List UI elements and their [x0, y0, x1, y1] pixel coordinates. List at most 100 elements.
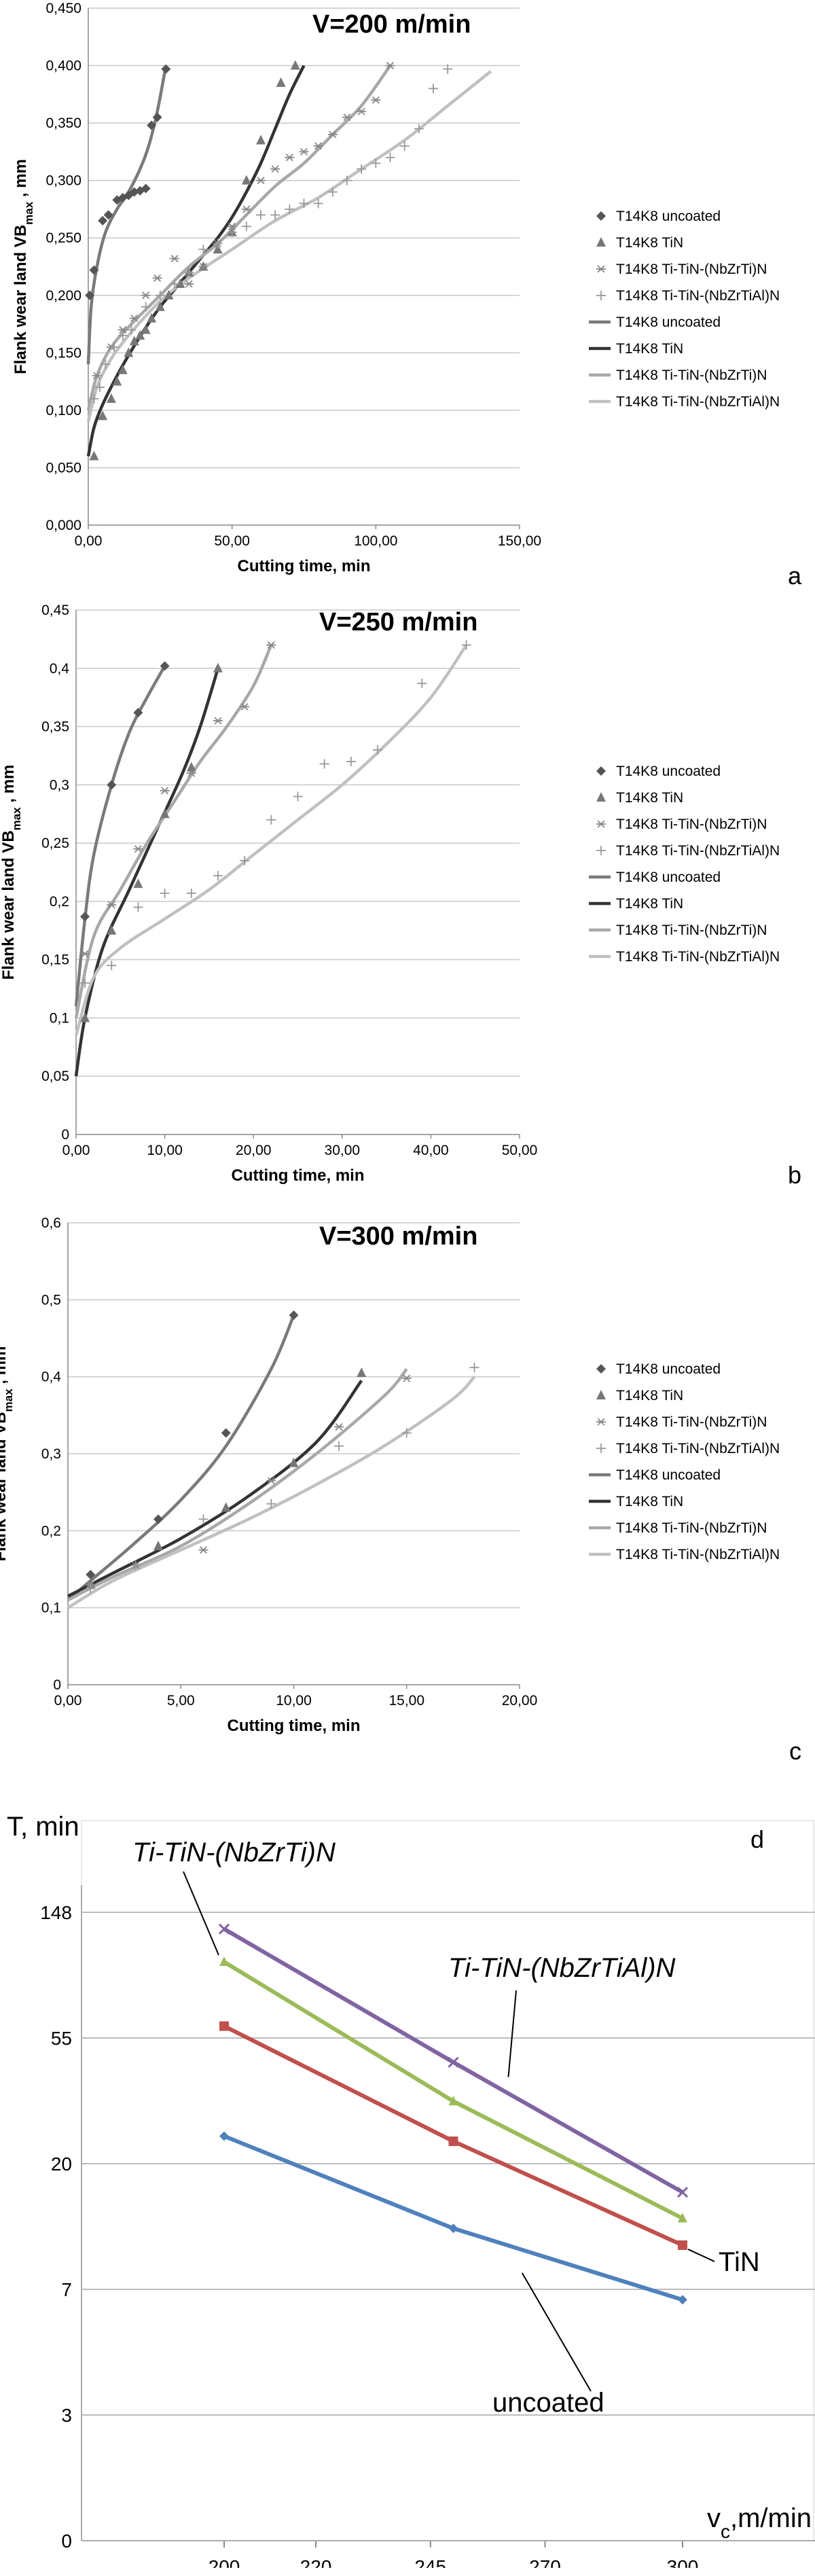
data-point-series-2 — [241, 175, 251, 185]
y-tick-label: 0,25 — [41, 836, 69, 851]
data-point-series-4 — [86, 1584, 96, 1594]
legend-marker — [596, 820, 606, 828]
legend-label: T14K8 uncoated — [616, 315, 721, 330]
data-point-series-4 — [357, 164, 367, 174]
data-point-series-4 — [334, 1441, 344, 1451]
data-point-series-3-stroke — [329, 130, 337, 139]
plot-frame — [81, 1820, 814, 2541]
x-tick-label: 220 — [300, 2556, 332, 2568]
data-point-series-3-stroke — [240, 702, 249, 711]
x-tick-label: 150,00 — [498, 533, 541, 549]
data-point-series-3 — [227, 222, 237, 230]
y-tick-label: 0,300 — [46, 173, 82, 189]
y-tick-label: 0,1 — [50, 1010, 69, 1026]
y-tick-label: 0,3 — [50, 777, 69, 793]
data-point-series-3 — [80, 950, 90, 958]
data-point-series-3 — [198, 1546, 209, 1554]
data-point-series-3 — [371, 96, 381, 104]
y-tick-label: 0,000 — [46, 518, 82, 533]
data-point-series-2 — [129, 336, 139, 346]
legend-label: T14K8 TiN — [616, 1388, 683, 1403]
x-tick-label: 0,00 — [54, 1693, 82, 1709]
panel-label: a — [788, 562, 802, 590]
data-point-series-1 — [89, 265, 99, 275]
data-point-series-3 — [184, 280, 194, 288]
data-point-series-4 — [461, 640, 471, 650]
legend-label: T14K8 TiN — [616, 341, 683, 357]
data-point-series-2 — [186, 762, 196, 772]
data-point-series-4 — [141, 302, 151, 312]
data-point-series-3 — [256, 177, 266, 185]
chart-title: V=300 m/min — [319, 1222, 477, 1251]
data-point-series-3 — [117, 325, 128, 334]
data-point-series-4 — [256, 210, 266, 220]
data-point-series-3-stroke — [343, 113, 351, 122]
x-tick-label: 0,00 — [62, 1143, 90, 1158]
legend-label: T14K8 Ti-TiN-(NbZrTi)N — [616, 262, 767, 277]
data-point-series-3 — [160, 787, 170, 795]
data-point-series-2 — [106, 393, 116, 403]
data-point-series-4 — [346, 757, 356, 767]
data-point-series-3-stroke — [335, 1423, 343, 1431]
legend-label: T14K8 Ti-TiN-(NbZrTiAl)N — [616, 843, 780, 859]
data-point-series-3 — [385, 62, 395, 70]
panel-label: b — [788, 1161, 801, 1189]
data-point-series-3 — [448, 2096, 458, 2106]
data-point-series-3-stroke — [300, 147, 308, 156]
legend-label: T14K8 Ti-TiN-(NbZrTi)N — [616, 1414, 767, 1430]
y-tick-label: 0,450 — [46, 1, 82, 16]
data-point-series-1 — [133, 707, 143, 717]
data-point-series-2 — [117, 364, 128, 374]
annotation-label: TiN — [719, 2247, 760, 2277]
data-point-series-3-stroke — [372, 96, 380, 104]
data-point-series-4 — [313, 198, 323, 209]
data-point-series-3 — [198, 262, 209, 271]
chart-panel-d: 0 3 7 20 55 148 200 220 245 270 300 T, min vc,m/min T… — [7, 1812, 815, 2568]
data-point-series-4 — [94, 382, 105, 393]
data-point-series-3 — [152, 274, 162, 282]
data-point-series-3 — [678, 2213, 687, 2223]
data-point-series-4-stroke — [676, 2187, 689, 2198]
data-point-series-2 — [175, 278, 185, 288]
x-tick-label: 200 — [209, 2556, 240, 2568]
y-tick-label: 0,150 — [46, 345, 82, 361]
data-point-series-3 — [170, 255, 179, 263]
data-point-series-2 — [135, 329, 145, 340]
data-point-series-4 — [319, 759, 329, 769]
x-axis-label: vc,m/min — [707, 2503, 812, 2542]
data-point-series-3-stroke — [134, 845, 142, 853]
legend-label: T14K8 uncoated — [616, 1467, 721, 1483]
data-point-series-4 — [109, 342, 120, 352]
y-axis-label: Flank wear land VBmax , mm — [0, 1346, 15, 1562]
legend-label: T14K8 TiN — [616, 235, 683, 251]
data-point-series-3 — [357, 107, 367, 115]
data-point-series-4-stroke — [448, 2056, 459, 2068]
x-tick-label: 40,00 — [413, 1143, 449, 1158]
y-tick-label: 0,35 — [41, 719, 69, 735]
y-tick-label: 148 — [40, 1902, 72, 1923]
data-point-series-1 — [161, 64, 171, 74]
data-point-series-3 — [107, 901, 117, 909]
x-tick-label: 15,00 — [388, 1693, 424, 1709]
series-line-3 — [223, 1960, 684, 2221]
data-point-series-4 — [186, 888, 196, 898]
data-point-series-3 — [327, 130, 338, 139]
x-tick-label: 100,00 — [354, 533, 397, 549]
data-point-series-3-stroke — [107, 901, 115, 909]
y-tick-label: 0 — [61, 1127, 69, 1143]
series-line-2 — [223, 2024, 684, 2247]
data-point-series-1 — [448, 2223, 458, 2234]
data-point-series-1 — [147, 120, 157, 130]
data-point-series-4 — [218, 1923, 230, 1935]
data-point-series-4 — [89, 393, 99, 404]
legend-label: T14K8 uncoated — [616, 209, 721, 224]
data-point-series-4 — [107, 961, 117, 971]
data-point-series-1 — [80, 912, 90, 922]
data-point-series-4 — [266, 815, 276, 825]
data-point-series-2 — [124, 347, 134, 357]
y-tick-label: 0,4 — [41, 1370, 62, 1385]
data-point-series-3-stroke — [185, 280, 193, 288]
data-point-series-3 — [266, 641, 276, 649]
data-point-series-3 — [270, 165, 280, 173]
data-point-series-3 — [266, 1477, 276, 1485]
